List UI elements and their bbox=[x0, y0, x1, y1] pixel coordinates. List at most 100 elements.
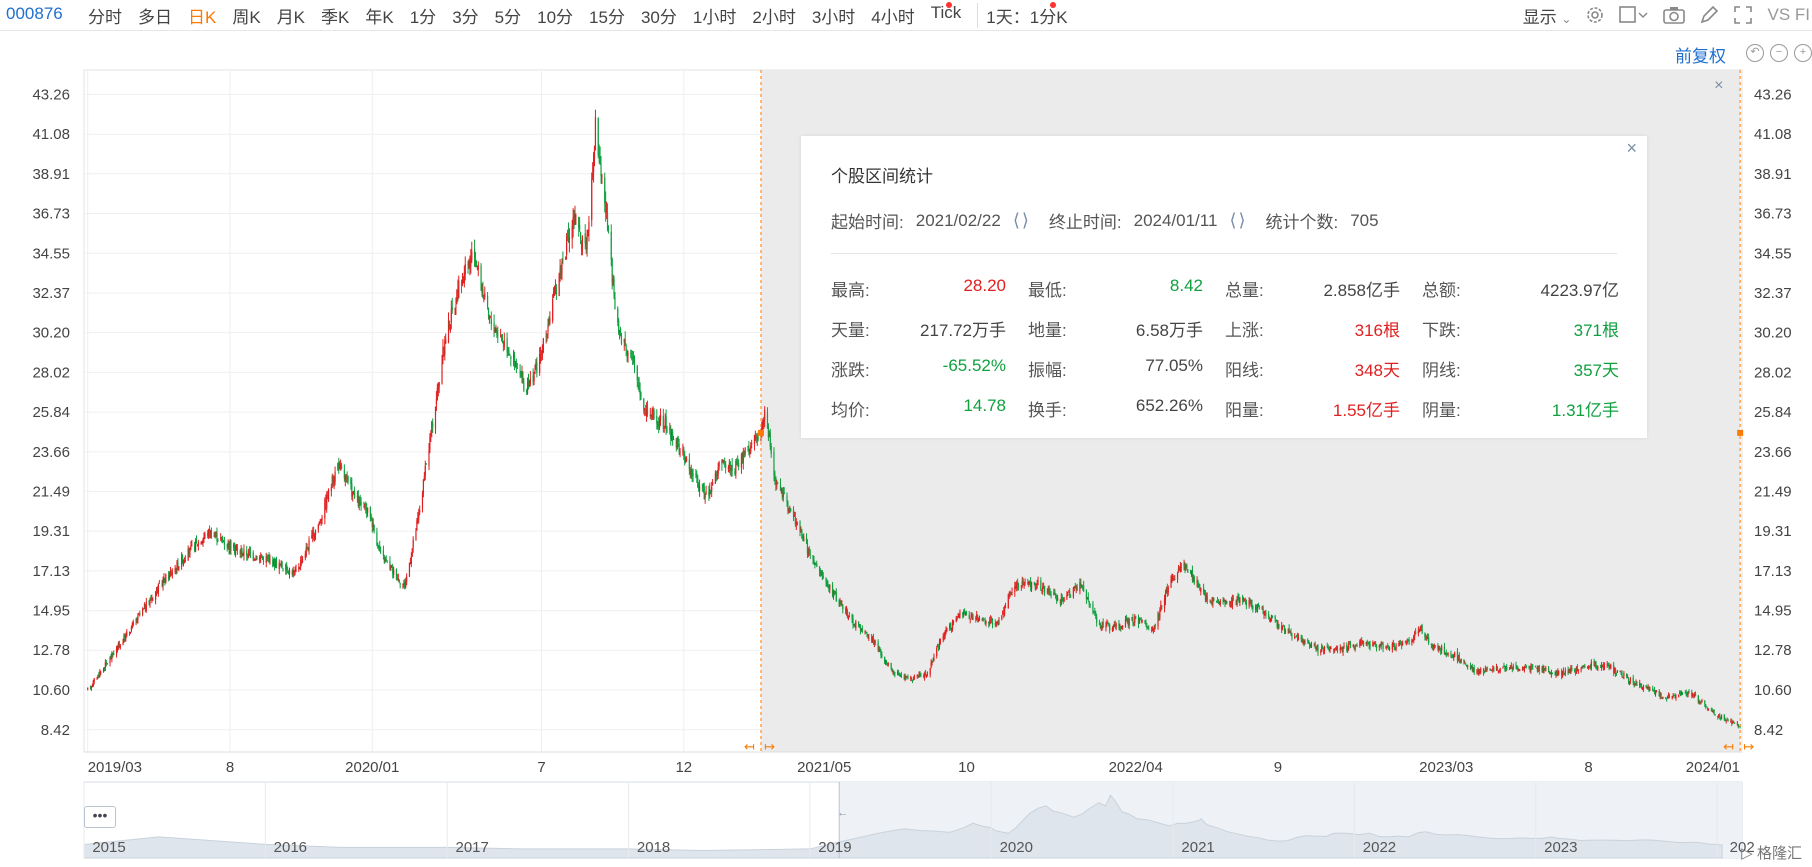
candle-body bbox=[952, 621, 955, 624]
candle-body bbox=[1323, 647, 1326, 653]
candle-body bbox=[669, 427, 671, 430]
candle-body bbox=[1563, 673, 1565, 675]
y-tick-label: 23.66 bbox=[1754, 444, 1792, 461]
candle-body bbox=[357, 495, 359, 507]
candle-body bbox=[1615, 672, 1618, 674]
candle-body bbox=[1404, 642, 1406, 644]
period-tab[interactable]: 1小时 bbox=[692, 8, 737, 27]
candle-body bbox=[308, 539, 310, 550]
candle-body bbox=[1672, 695, 1674, 697]
gear-icon[interactable] bbox=[1585, 5, 1605, 25]
selection-lines[interactable]: ↤ ↦ ↤ ↦ bbox=[744, 70, 1754, 754]
candle-body bbox=[841, 603, 843, 606]
period-tab[interactable]: 5分 bbox=[494, 8, 522, 27]
period-tab[interactable]: 周K bbox=[232, 8, 261, 27]
period-tab[interactable]: 3分 bbox=[452, 8, 479, 27]
candle-body bbox=[1720, 715, 1723, 719]
end-adjust-icon[interactable]: ⟨⟩ bbox=[1229, 210, 1248, 230]
candle-body bbox=[508, 351, 510, 356]
layout-icon[interactable] bbox=[1619, 5, 1649, 25]
candle-body bbox=[419, 510, 421, 513]
candle-body bbox=[181, 556, 183, 567]
candle-body bbox=[792, 509, 795, 517]
candle-body bbox=[207, 533, 209, 537]
candle-body bbox=[500, 334, 503, 339]
stat-value: 1.55亿手 bbox=[1332, 400, 1400, 420]
candle-body bbox=[958, 616, 960, 618]
period-tab[interactable]: Tick bbox=[930, 2, 962, 22]
candle-body bbox=[625, 345, 627, 351]
candle-body bbox=[874, 641, 876, 643]
candle-body bbox=[128, 631, 131, 633]
period-tab[interactable]: 日K bbox=[188, 8, 217, 27]
period-tab[interactable]: 1分 bbox=[409, 8, 437, 27]
candle-body bbox=[1407, 639, 1409, 641]
candle-body bbox=[672, 431, 674, 441]
candle-body bbox=[352, 492, 354, 496]
candle-body bbox=[1317, 646, 1319, 653]
period-tab[interactable]: 年K bbox=[365, 8, 394, 27]
fq-adjust-button[interactable]: 前复权 bbox=[1675, 47, 1726, 66]
period-tab[interactable]: 多日 bbox=[138, 8, 172, 27]
y-tick-label: 19.31 bbox=[32, 523, 70, 540]
candle-body bbox=[360, 502, 362, 505]
period-tab[interactable]: 15分 bbox=[589, 8, 625, 27]
candle-body bbox=[155, 592, 157, 600]
display-button[interactable]: 显示 ⌄ bbox=[1523, 3, 1572, 28]
close-icon[interactable]: × bbox=[1626, 138, 1637, 158]
candle-body bbox=[1321, 647, 1323, 652]
vs-compare-button[interactable]: VS FI bbox=[1767, 5, 1810, 24]
stock-code[interactable]: 000876 bbox=[6, 4, 63, 23]
period-tab[interactable]: 2小时 bbox=[752, 8, 796, 27]
candle-body bbox=[1212, 597, 1214, 604]
candle-body bbox=[1295, 636, 1298, 638]
navigator[interactable]: ← 2015 2016 2017 2018 2019 2020 2021 2022 2023 202 bbox=[0, 780, 1812, 860]
candle-body bbox=[1354, 646, 1356, 650]
candle-body bbox=[435, 398, 438, 405]
candle-body bbox=[1411, 639, 1413, 644]
candle-body bbox=[1597, 667, 1599, 669]
period-tab[interactable]: 3小时 bbox=[811, 8, 856, 27]
candle-body bbox=[1673, 695, 1675, 697]
period-tab[interactable]: 10分 bbox=[537, 8, 574, 27]
candle-body bbox=[1718, 714, 1720, 717]
period-tab[interactable]: 月K bbox=[276, 8, 306, 27]
pencil-icon[interactable] bbox=[1699, 5, 1719, 25]
candle-body bbox=[1633, 681, 1635, 685]
period-tab[interactable]: 4小时 bbox=[871, 8, 915, 27]
selection-close-icon[interactable]: × bbox=[1714, 77, 1723, 94]
camera-icon[interactable] bbox=[1663, 5, 1686, 25]
candle-body bbox=[1353, 646, 1355, 649]
candle-body bbox=[554, 288, 557, 290]
candle-body bbox=[424, 465, 426, 476]
candle-body bbox=[1545, 667, 1547, 670]
period-tab[interactable]: 季K bbox=[321, 8, 350, 27]
navigator-menu-button[interactable]: ••• bbox=[84, 806, 116, 828]
zoom-out-icon[interactable]: − bbox=[1770, 44, 1788, 62]
candle-body bbox=[591, 179, 593, 220]
candle-body bbox=[1732, 721, 1734, 724]
candle-body bbox=[912, 678, 915, 681]
candle-body bbox=[801, 530, 803, 539]
candle-body bbox=[273, 558, 275, 566]
period-tab[interactable]: 分时 bbox=[88, 8, 122, 27]
period-tab[interactable]: 30分 bbox=[640, 8, 677, 27]
candle-body bbox=[470, 257, 472, 267]
candle-body bbox=[1445, 652, 1447, 655]
candle-body bbox=[1378, 645, 1380, 648]
candle-body bbox=[1498, 670, 1500, 672]
period-tab[interactable]: 1天：1分K bbox=[977, 2, 1068, 28]
candle-body bbox=[1427, 637, 1429, 640]
start-adjust-icon[interactable]: ⟨⟩ bbox=[1012, 210, 1031, 230]
candle-body bbox=[1320, 650, 1322, 653]
undo-icon[interactable]: ↶ bbox=[1746, 44, 1764, 62]
candle-body bbox=[1479, 670, 1481, 673]
candle-body bbox=[1692, 693, 1694, 697]
candle-body bbox=[1015, 586, 1017, 588]
candle-body bbox=[1503, 665, 1505, 667]
candle-body bbox=[723, 461, 725, 462]
fullscreen-icon[interactable] bbox=[1733, 5, 1753, 25]
candle-body bbox=[796, 522, 798, 525]
candle-body bbox=[685, 460, 687, 462]
stats-row: 最高: 28.20 最低: 8.42 总量: 2.858亿手 总额: 4223.97亿 bbox=[831, 268, 1619, 308]
